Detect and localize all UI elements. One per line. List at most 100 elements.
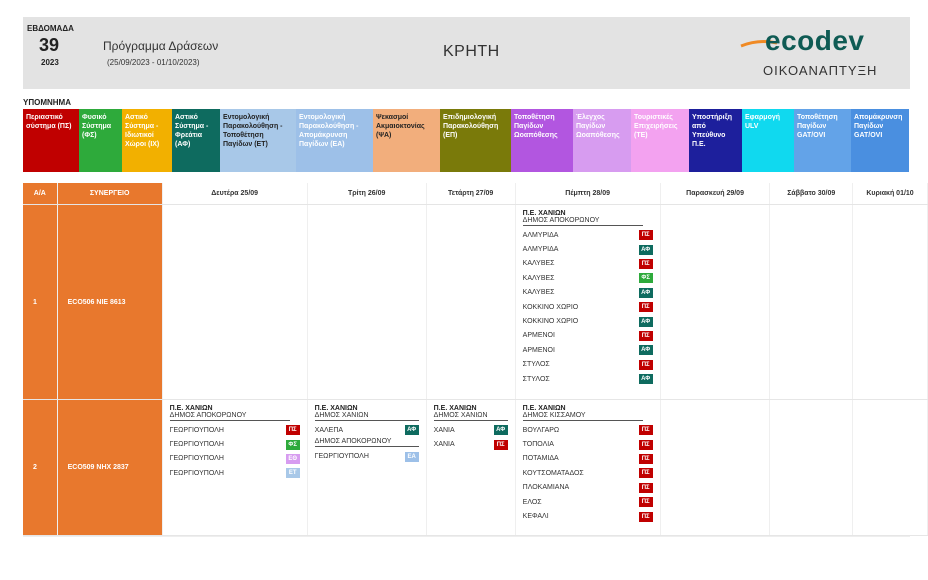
place-name: ΓΕΩΡΓΙΟΥΠΟΛΗ	[169, 455, 224, 463]
day-cell-thu: Π.Ε. ΧΑΝΙΩΝ ΔΗΜΟΣ ΚΙΣΣΑΜΟΥ ΒΟΥΛΓΑΡΩ ΠΣ ΤΟΠΟΛ…	[515, 399, 661, 536]
column-header: Πέμπτη 28/09	[515, 183, 661, 205]
activity-badge: ΠΣ	[638, 511, 653, 522]
list-item: ΤΟΠΟΛΙΑ ΠΣ	[523, 437, 653, 451]
list-item: ΓΕΩΡΓΙΟΥΠΟΛΗ ΕΑ	[315, 449, 419, 463]
regional-unit: Π.Ε. ΧΑΝΙΩΝ	[433, 405, 477, 412]
activity-badge: ΑΦ	[638, 244, 653, 255]
legend-item: Τοποθέτηση Παγίδων GAT/OVI	[794, 109, 851, 172]
place-name: ΚΟΥΤΣΟΜΑΤΑΔΟΣ	[522, 469, 584, 477]
municipality: ΔΗΜΟΣ ΑΠΟΚΟΡΩΝΟΥ	[169, 412, 290, 421]
list-item: ΚΕΦΑΛΙ ΠΣ	[523, 509, 653, 523]
activity-badge: ΠΣ	[638, 468, 653, 479]
legend-title: ΥΠΟΜΝΗΜΑ	[23, 98, 71, 107]
place-name: ΚΟΚΚΙΝΟ ΧΩΡΙΟ	[522, 303, 579, 311]
list-item: ΓΕΩΡΓΙΟΥΠΟΛΗ ΕΘ	[170, 452, 300, 466]
list-item: ΠΛΟΚΑΜΙΑΝΑ ΠΣ	[523, 481, 653, 495]
activity-badge: ΠΣ	[493, 439, 508, 450]
place-name: ΤΟΠΟΛΙΑ	[522, 441, 554, 449]
list-item: ΚΑΛΥΒΕΣ ΑΦ	[523, 286, 653, 300]
activity-badge: ΕΘ	[285, 453, 300, 464]
activity-badge: ΑΦ	[638, 287, 653, 298]
activity-badge: ΑΦ	[638, 316, 653, 327]
place-name: ΠΛΟΚΑΜΙΑΝΑ	[522, 484, 570, 492]
activity-block: Π.Ε. ΧΑΝΙΩΝ ΔΗΜΟΣ ΧΑΝΙΩΝ ΧΑΛΕΠΑ ΑΦ ΔΗΜΟΣ ΑΠΟ…	[308, 400, 426, 466]
program-dates: (25/09/2023 - 01/10/2023)	[107, 58, 200, 67]
list-item: ΣΤΥΛΟΣ ΑΦ	[523, 372, 653, 386]
place-name: ΧΑΛΕΠΑ	[314, 426, 344, 434]
row-number: 1	[23, 204, 58, 400]
legend-item: Εντομολογική Παρακολούθηση - Απομάκρυνση…	[296, 109, 373, 172]
team-name: ECO506 NIE 8613	[57, 204, 163, 400]
column-header: Κυριακή 01/10	[852, 183, 928, 205]
legend-item: Εφαρμογή ULV	[742, 109, 794, 172]
activity-badge: ΦΣ	[638, 273, 653, 284]
activity-badge: ΠΣ	[638, 359, 653, 370]
column-header: Δευτέρα 25/09	[162, 183, 308, 205]
column-header: ΣΥΝΕΡΓΕΙΟ	[57, 183, 163, 205]
day-cell-mon: Π.Ε. ΧΑΝΙΩΝ ΔΗΜΟΣ ΑΠΟΚΟΡΩΝΟΥ ΓΕΩΡΓΙΟΥΠΟΛΗ Π…	[162, 399, 308, 536]
regional-unit: Π.Ε. ΧΑΝΙΩΝ	[522, 405, 566, 412]
day-cell-mon	[162, 204, 308, 400]
list-item: ΚΟΥΤΣΟΜΑΤΑΔΟΣ ΠΣ	[523, 466, 653, 480]
activity-badge: ΠΣ	[638, 330, 653, 341]
activity-badge: ΠΣ	[285, 425, 300, 436]
list-item: ΚΟΚΚΙΝΟ ΧΩΡΙΟ ΠΣ	[523, 300, 653, 314]
place-name: ΓΕΩΡΓΙΟΥΠΟΛΗ	[169, 441, 224, 449]
place-name: ΑΡΜΕΝΟΙ	[522, 332, 555, 340]
regional-unit: Π.Ε. ΧΑΝΙΩΝ	[169, 405, 213, 412]
week-label: ΕΒΔΟΜΑΔΑ	[27, 24, 74, 33]
activity-block: Π.Ε. ΧΑΝΙΩΝ ΔΗΜΟΣ ΧΑΝΙΩΝ ΧΑΝΙΑ ΑΦ ΧΑΝΙΑ ΠΣ	[427, 400, 515, 454]
activity-badge: ΠΣ	[638, 230, 653, 241]
activity-badge: ΕΤ	[285, 468, 300, 479]
column-header: Τετάρτη 27/09	[426, 183, 516, 205]
column-header: Α/Α	[23, 183, 58, 205]
day-cell-tue	[307, 204, 427, 400]
list-item: ΒΟΥΛΓΑΡΩ ΠΣ	[523, 423, 653, 437]
place-name: ΣΤΥΛΟΣ	[522, 361, 550, 369]
activity-badge: ΦΣ	[285, 439, 300, 450]
activity-badge: ΠΣ	[638, 497, 653, 508]
week-number: 39	[39, 35, 60, 55]
row-number: 2	[23, 399, 58, 536]
day-cell-wed	[426, 204, 516, 400]
list-item: ΧΑΝΙΑ ΠΣ	[434, 437, 508, 451]
municipality: ΔΗΜΟΣ ΑΠΟΚΟΡΩΝΟΥ	[522, 217, 643, 226]
municipality: ΔΗΜΟΣ ΑΠΟΚΟΡΩΝΟΥ	[314, 438, 419, 448]
list-item: ΑΡΜΕΝΟΙ ΠΣ	[523, 329, 653, 343]
place-name: ΑΛΜΥΡΙΔΑ	[522, 231, 559, 239]
place-name: ΓΕΩΡΓΙΟΥΠΟΛΗ	[169, 426, 224, 434]
legend-item: Έλεγχος Παγίδων Ωοαπόθεσης	[573, 109, 631, 172]
day-cell-sat	[769, 399, 854, 536]
column-header: Τρίτη 26/09	[307, 183, 427, 205]
day-cell-tue: Π.Ε. ΧΑΝΙΩΝ ΔΗΜΟΣ ΧΑΝΙΩΝ ΧΑΛΕΠΑ ΑΦ ΔΗΜΟΣ ΑΠΟ…	[307, 399, 427, 536]
empty-row	[23, 536, 910, 580]
legend-item: Επιδημιολογική Παρακολούθηση (ΕΠ)	[440, 109, 511, 172]
day-cell-thu: Π.Ε. ΧΑΝΙΩΝ ΔΗΜΟΣ ΑΠΟΚΟΡΩΝΟΥ ΑΛΜΥΡΙΔΑ ΠΣ ΑΛΜ…	[515, 204, 661, 400]
place-name: ΑΛΜΥΡΙΔΑ	[522, 246, 559, 254]
place-name: ΣΤΥΛΟΣ	[522, 375, 550, 383]
legend-item: Περιαστικό σύστημα (ΠΣ)	[23, 109, 79, 172]
header-banner: ΕΒΔΟΜΑΔΑ 39 2023 Πρόγραμμα Δράσεων (25/0…	[23, 17, 910, 89]
activity-badge: ΠΣ	[638, 453, 653, 464]
list-item: ΚΟΚΚΙΝΟ ΧΩΡΙΟ ΑΦ	[523, 314, 653, 328]
activity-badge: ΠΣ	[638, 482, 653, 493]
logo-subtitle: ΟΙΚΟΑΝΑΠΤΥΞΗ	[763, 63, 878, 78]
list-item: ΑΡΜΕΝΟΙ ΑΦ	[523, 343, 653, 357]
list-item: ΚΑΛΥΒΕΣ ΦΣ	[523, 271, 653, 285]
region-title: ΚΡΗΤΗ	[443, 43, 500, 60]
list-item: ΧΑΝΙΑ ΑΦ	[434, 423, 508, 437]
day-cell-fri	[660, 204, 771, 400]
activity-badge: ΑΦ	[638, 345, 653, 356]
legend-item: Αστικό Σύστημα - Ιδιωτικοί Χώροι (ΙΧ)	[122, 109, 172, 172]
activity-badge: ΠΣ	[638, 302, 653, 313]
day-cell-sun	[852, 204, 928, 400]
legend-item: Ψεκασμοί Ακμαιοκτονίας (ΨΑ)	[373, 109, 440, 172]
place-name: ΚΟΚΚΙΝΟ ΧΩΡΙΟ	[522, 318, 579, 326]
list-item: ΧΑΛΕΠΑ ΑΦ	[315, 423, 419, 437]
list-item: ΠΟΤΑΜΙΔΑ ΠΣ	[523, 452, 653, 466]
list-item: ΑΛΜΥΡΙΔΑ ΑΦ	[523, 242, 653, 256]
activity-badge: ΕΑ	[404, 451, 419, 462]
day-cell-sun	[852, 399, 928, 536]
activity-badge: ΑΦ	[493, 425, 508, 436]
activity-badge: ΠΣ	[638, 439, 653, 450]
